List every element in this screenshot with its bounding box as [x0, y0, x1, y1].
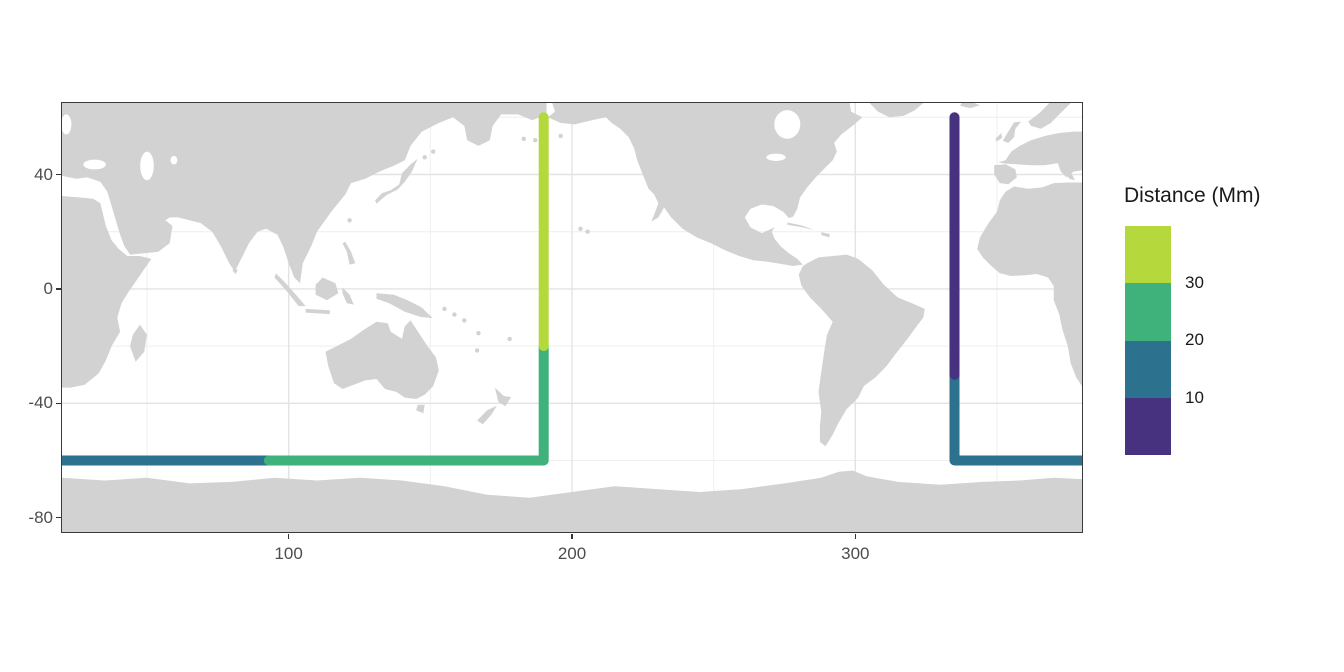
x-tick-label: 300	[841, 544, 870, 563]
route-path-layer	[61, 111, 1082, 465]
y-tick-mark	[55, 402, 61, 404]
y-tick-label: 0	[43, 278, 53, 298]
route-segment-distance-20-30-Mm	[263, 340, 549, 465]
legend-block-20-30	[1125, 283, 1171, 341]
x-tick-mark	[854, 533, 857, 539]
world-map-layer	[61, 102, 1082, 532]
world-map-plot	[61, 102, 1082, 532]
legend-title: Distance (Mm)	[1124, 184, 1261, 207]
legend-block-10-20	[1125, 340, 1171, 398]
map-panel	[60, 101, 1083, 533]
route-segment-distance-10-20-Mm	[949, 369, 1082, 465]
y-tick-mark	[55, 517, 61, 519]
x-tick-mark	[571, 533, 573, 539]
y-tick-label: 40	[34, 164, 53, 184]
y-tick-label: -80	[28, 507, 53, 527]
y-tick-mark	[55, 288, 61, 290]
x-tick-label: 100	[274, 544, 303, 563]
legend-break-label: 20	[1185, 330, 1204, 349]
x-tick-label: 200	[557, 544, 587, 563]
y-tick-label: -40	[28, 393, 53, 413]
legend-break-label: 30	[1185, 273, 1204, 292]
legend-block-0-10	[1125, 397, 1171, 455]
x-tick-mark	[287, 533, 290, 539]
legend-break-label: 10	[1185, 388, 1204, 407]
y-tick-mark	[55, 173, 61, 176]
legend-block-30-40	[1125, 226, 1171, 284]
legend-colorbar	[1125, 226, 1171, 455]
